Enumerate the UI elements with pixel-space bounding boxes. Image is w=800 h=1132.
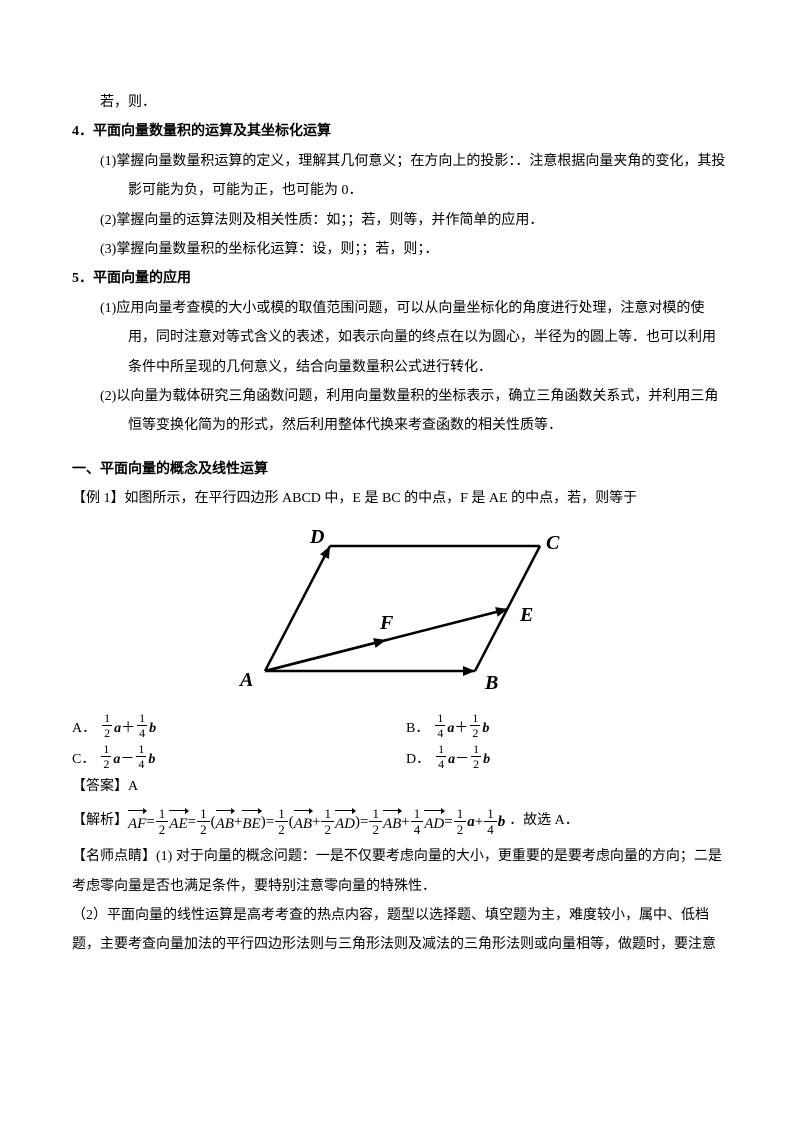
svg-text:F: F xyxy=(379,612,394,634)
teacher-note-p2: （2）平面向量的线性运算是高考考查的热点内容，题型以选择题、填空题为主，难度较小… xyxy=(72,901,728,960)
option-c-frac1: 12 xyxy=(101,743,111,770)
option-d-op: － xyxy=(455,750,469,770)
parallelogram-figure: A B C D E F xyxy=(72,521,728,707)
heading-4: 4．平面向量数量积的运算及其坐标化运算 xyxy=(72,117,728,146)
option-b-varb: b xyxy=(482,719,489,739)
answer-line: 【答案】A xyxy=(72,772,728,801)
eq-var-b: b xyxy=(498,813,506,831)
vec-AB-2: AB xyxy=(294,810,312,833)
eq-2: = xyxy=(188,813,196,831)
solution-line: 【解析】 AF = 12 AE = 12 ( AB + BE ) = 12 ( … xyxy=(72,807,728,836)
section-1-title: 一、平面向量的概念及线性运算 xyxy=(72,455,728,484)
figure-svg: A B C D E F xyxy=(230,521,570,696)
option-a: A． 12 a ＋ 14 b xyxy=(72,712,394,739)
option-a-frac2: 14 xyxy=(137,712,147,739)
frac-quar-2: 14 xyxy=(484,807,497,836)
example-1: 【例 1】如图所示，在平行四边形 ABCD 中，E 是 BC 的中点，F 是 A… xyxy=(72,484,728,513)
option-d-vara: a xyxy=(448,750,455,770)
frac-half-1: 12 xyxy=(156,807,169,836)
example-1-text: 如图所示，在平行四边形 ABCD 中，E 是 BC 的中点，F 是 AE 的中点… xyxy=(125,491,638,506)
heading-5-title: 平面向量的应用 xyxy=(93,271,191,286)
frac-half-6: 12 xyxy=(454,807,467,836)
option-c-label: C． xyxy=(72,750,95,770)
solution-tail: ．故选 A． xyxy=(509,813,579,830)
svg-text:C: C xyxy=(546,532,560,554)
vec-AF: AF xyxy=(128,810,146,833)
svg-text:B: B xyxy=(484,672,498,694)
option-c: C． 12 a － 14 b xyxy=(72,743,394,770)
option-a-vara: a xyxy=(114,719,121,739)
teacher-note-p1: (1) 对于向量的概念问题：一是不仅要考虑向量的大小，更重要的是要考虑向量的方向… xyxy=(72,849,722,893)
frac-half-5: 12 xyxy=(369,807,382,836)
vec-BE: BE xyxy=(242,810,260,833)
plus-1: + xyxy=(234,813,242,831)
heading-4-title: 平面向量数量积的运算及其坐标化运算 xyxy=(93,124,331,139)
vec-AB-3: AB xyxy=(383,810,401,833)
option-a-varb: b xyxy=(149,719,156,739)
teacher-note: 【名师点睛】(1) 对于向量的概念问题：一是不仅要考虑向量的大小，更重要的是要考… xyxy=(72,842,728,901)
heading-5: 5．平面向量的应用 xyxy=(72,264,728,293)
sec5-item2: (2)以向量为载体研究三角函数问题，利用向量数量积的坐标表示，确立三角函数关系式… xyxy=(72,382,728,441)
option-d-frac2: 12 xyxy=(471,743,481,770)
example-1-label: 【例 1】 xyxy=(72,491,125,506)
option-b-op: ＋ xyxy=(454,719,468,739)
option-b-label: B． xyxy=(406,719,429,739)
eq-1: = xyxy=(146,813,154,831)
solution-label: 【解析】 xyxy=(72,813,128,830)
option-a-frac1: 12 xyxy=(102,712,112,739)
page: 若，则． 4．平面向量数量积的运算及其坐标化运算 (1)掌握向量数量积运算的定义… xyxy=(0,0,800,1132)
svg-text:E: E xyxy=(519,604,533,626)
option-b-frac1: 14 xyxy=(435,712,445,739)
line-ruo: 若，则． xyxy=(72,88,728,117)
eq-5: = xyxy=(444,813,452,831)
sec4-item1: (1)掌握向量数量积运算的定义，理解其几何意义；在方向上的投影：．注意根据向量夹… xyxy=(72,147,728,206)
option-d-label: D． xyxy=(406,750,430,770)
vec-AD-1: AD xyxy=(335,810,355,833)
vec-AD-2: AD xyxy=(424,810,444,833)
option-d-varb: b xyxy=(483,750,490,770)
plus-3: + xyxy=(401,813,409,831)
vec-AE-1: AE xyxy=(169,810,187,833)
heading-5-num: 5． xyxy=(72,271,93,286)
frac-half-4: 12 xyxy=(321,807,334,836)
svg-text:A: A xyxy=(238,669,253,691)
option-c-frac2: 14 xyxy=(136,743,146,770)
frac-half-3: 12 xyxy=(275,807,288,836)
plus-4: + xyxy=(475,813,483,831)
option-b: B． 14 a ＋ 12 b xyxy=(406,712,728,739)
teacher-note-label: 【名师点睛】 xyxy=(72,849,156,864)
frac-half-2: 12 xyxy=(197,807,210,836)
eq-3: = xyxy=(266,813,274,831)
sec4-item2: (2)掌握向量的运算法则及相关性质：如；；若，则等，并作简单的应用． xyxy=(72,206,728,235)
heading-4-num: 4． xyxy=(72,124,93,139)
sec4-item3: (3)掌握向量数量积的坐标化运算：设，则；；若，则；． xyxy=(72,235,728,264)
answer-label: 【答案】 xyxy=(72,779,128,794)
sec5-item1: (1)应用向量考查模的大小或模的取值范围问题，可以从向量坐标化的角度进行处理，注… xyxy=(72,294,728,382)
option-c-vara: a xyxy=(113,750,120,770)
option-b-vara: a xyxy=(447,719,454,739)
option-a-label: A． xyxy=(72,719,96,739)
option-a-op: ＋ xyxy=(121,719,135,739)
option-d: D． 14 a － 12 b xyxy=(406,743,728,770)
answer-text: A xyxy=(128,779,138,794)
option-b-frac2: 12 xyxy=(470,712,480,739)
frac-quar-1: 14 xyxy=(411,807,424,836)
eq-4: = xyxy=(360,813,368,831)
option-c-op: － xyxy=(120,750,134,770)
vec-AB-1: AB xyxy=(216,810,234,833)
svg-text:D: D xyxy=(309,526,324,548)
option-c-varb: b xyxy=(148,750,155,770)
plus-2: + xyxy=(312,813,320,831)
option-d-frac1: 14 xyxy=(436,743,446,770)
eq-var-a: a xyxy=(467,813,475,831)
options-grid: A． 12 a ＋ 14 b B． 14 a ＋ 12 b C． 12 a － … xyxy=(72,712,728,770)
